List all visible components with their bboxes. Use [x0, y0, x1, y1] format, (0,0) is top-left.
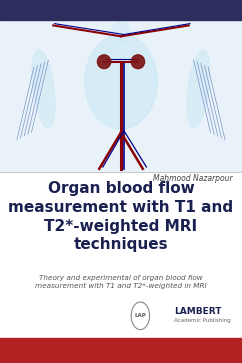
Ellipse shape [32, 50, 55, 128]
Bar [0, 0, 242, 20]
Bar [0, 338, 242, 363]
Text: LAP: LAP [135, 313, 146, 318]
Text: Organ blood flow
measurement with T1 and
T2*-weighted MRI
techniques: Organ blood flow measurement with T1 and… [8, 182, 234, 252]
Ellipse shape [111, 22, 131, 44]
Ellipse shape [187, 50, 210, 128]
Ellipse shape [97, 55, 111, 69]
Text: Theory and experimental of organ blood flow
measurement with T1 and T2*-weighted: Theory and experimental of organ blood f… [35, 275, 207, 289]
Text: LAMBERT: LAMBERT [174, 307, 222, 316]
Ellipse shape [85, 34, 157, 129]
Text: Mahmood Nazarpour: Mahmood Nazarpour [153, 174, 232, 183]
Bar [0, 20, 242, 172]
Ellipse shape [131, 55, 145, 69]
Text: Academic Publishing: Academic Publishing [174, 318, 231, 323]
